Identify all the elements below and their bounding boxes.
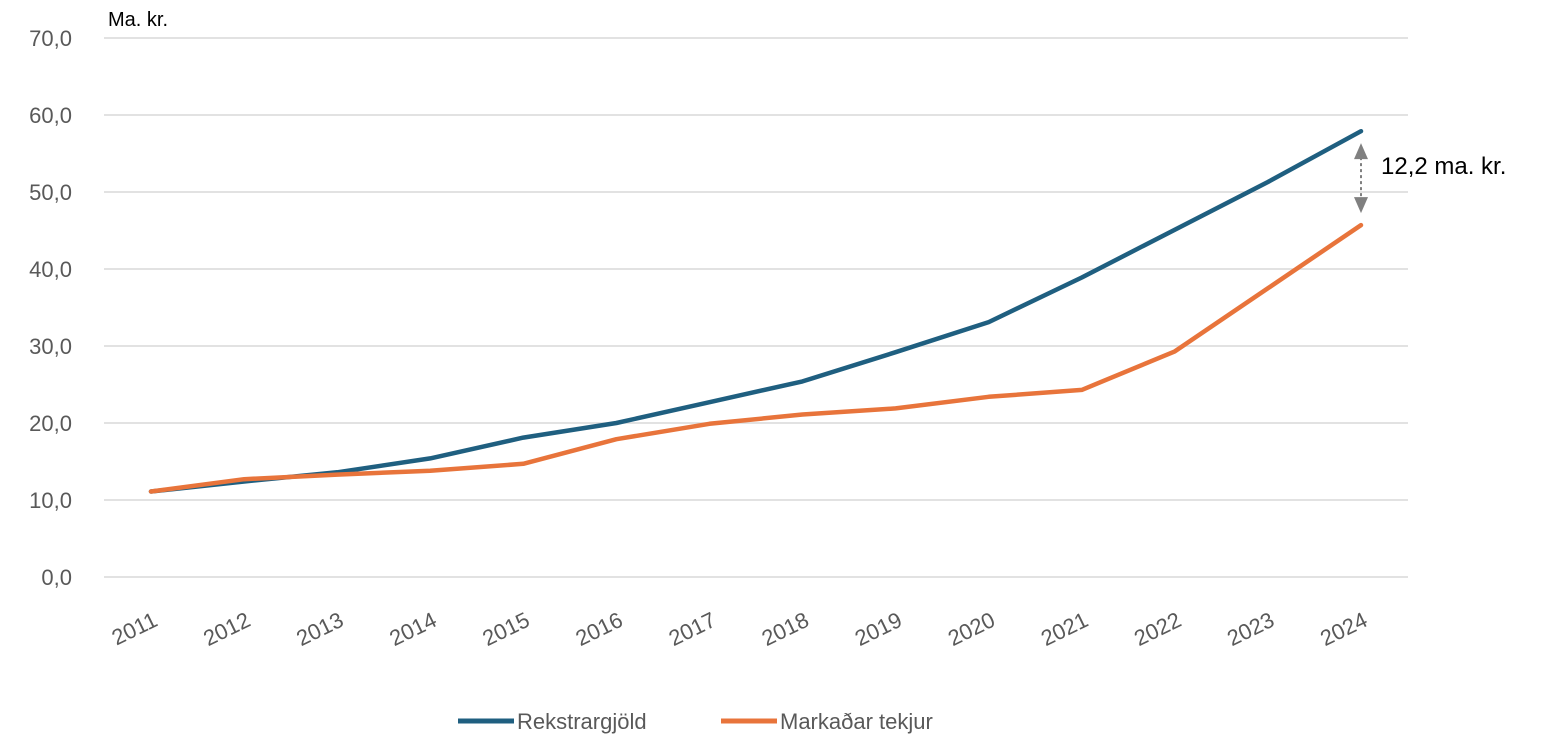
legend: Rekstrargjöld Markaðar tekjur bbox=[458, 709, 933, 734]
y-axis-unit-label: Ma. kr. bbox=[108, 9, 168, 31]
y-tick-label: 60,0 bbox=[29, 103, 72, 128]
x-tick-label: 2012 bbox=[199, 607, 254, 651]
y-tick-label: 30,0 bbox=[29, 334, 72, 359]
y-tick-label: 10,0 bbox=[29, 488, 72, 513]
x-axis-tick-labels: 2011 2012 2013 2014 2015 2016 2017 2018 2019 2020… bbox=[108, 607, 1371, 651]
y-tick-label: 70,0 bbox=[29, 26, 72, 51]
x-tick-label: 2016 bbox=[572, 607, 627, 651]
x-tick-label: 2018 bbox=[758, 607, 813, 651]
x-tick-label: 2015 bbox=[479, 607, 534, 651]
x-tick-label: 2023 bbox=[1223, 607, 1278, 651]
x-tick-label: 2022 bbox=[1130, 607, 1185, 651]
x-tick-label: 2020 bbox=[944, 607, 999, 651]
x-tick-label: 2024 bbox=[1316, 607, 1371, 651]
series-line-markadar-tekjur bbox=[148, 222, 1364, 494]
x-tick-label: 2013 bbox=[292, 607, 347, 651]
legend-label: Markaðar tekjur bbox=[780, 709, 933, 734]
legend-label: Rekstrargjöld bbox=[517, 709, 647, 734]
annotation-arrow-up bbox=[1354, 143, 1368, 160]
annotation-label: 12,2 ma. kr. bbox=[1381, 153, 1506, 180]
x-tick-label: 2021 bbox=[1037, 607, 1092, 651]
series-line-rekstrargjold bbox=[148, 128, 1364, 494]
y-tick-label: 20,0 bbox=[29, 411, 72, 436]
x-tick-label: 2014 bbox=[385, 607, 440, 651]
series-lines bbox=[148, 128, 1364, 494]
y-tick-label: 50,0 bbox=[29, 180, 72, 205]
x-tick-label: 2019 bbox=[851, 607, 906, 651]
difference-annotation: 12,2 ma. kr. bbox=[1354, 143, 1506, 214]
gridlines bbox=[104, 37, 1408, 578]
y-tick-label: 0,0 bbox=[41, 565, 72, 590]
x-tick-label: 2017 bbox=[665, 607, 720, 651]
x-tick-label: 2011 bbox=[108, 607, 161, 650]
annotation-arrow-down bbox=[1354, 197, 1368, 214]
y-tick-label: 40,0 bbox=[29, 257, 72, 282]
y-axis-tick-labels: 0,0 10,0 20,0 30,0 40,0 50,0 60,0 70,0 bbox=[29, 26, 72, 590]
